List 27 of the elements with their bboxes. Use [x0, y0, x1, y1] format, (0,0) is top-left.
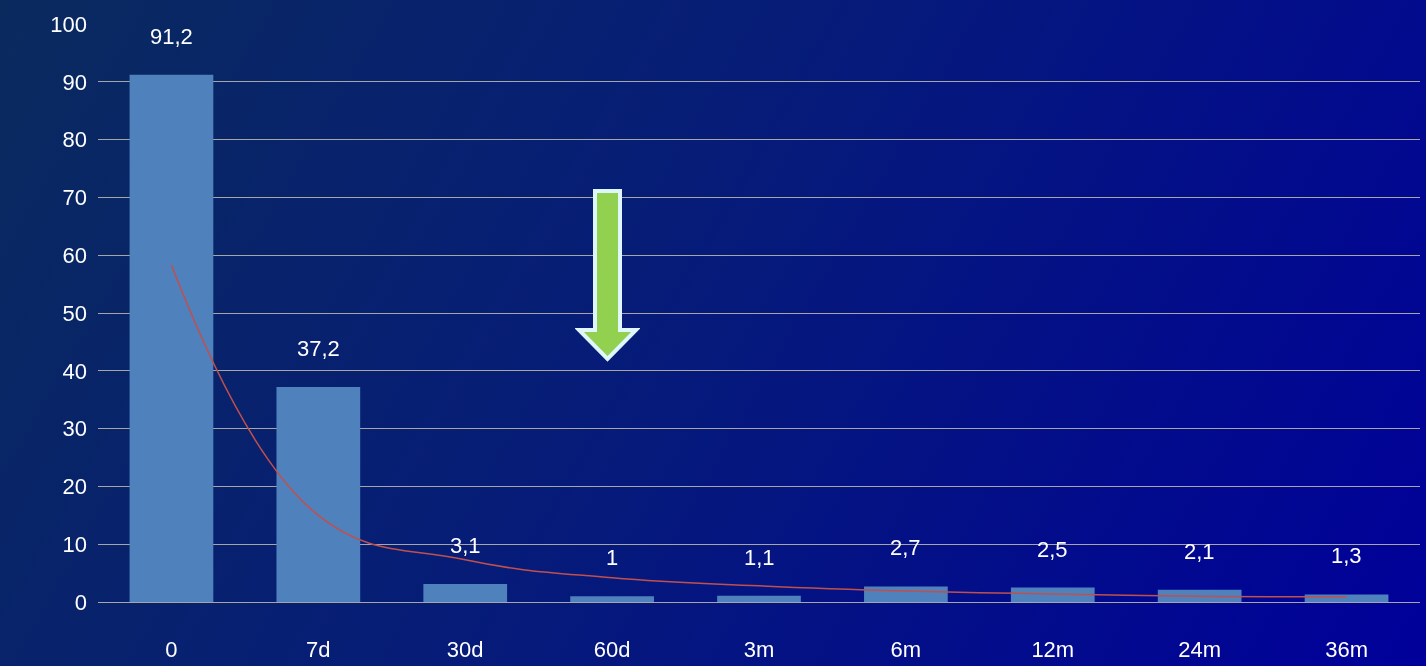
- y-tick-label: 10: [62, 531, 87, 557]
- x-tick-label: 12m: [1031, 637, 1075, 663]
- y-tick-label: 30: [62, 416, 87, 442]
- y-tick-label: 80: [62, 127, 87, 153]
- x-tick-label: 6m: [890, 637, 922, 663]
- data-label: 2,5: [1037, 537, 1068, 562]
- x-tick-label: 36m: [1325, 637, 1368, 663]
- data-label: 1,1: [744, 545, 775, 570]
- x-tick-label: 60d: [593, 637, 631, 663]
- y-tick-label: 20: [62, 474, 87, 500]
- y-tick-label: 40: [62, 358, 87, 384]
- y-tick-label: 50: [62, 300, 87, 326]
- data-label: 91,2: [150, 24, 193, 49]
- y-tick-label: 70: [62, 185, 87, 211]
- data-label: 1,3: [1331, 543, 1362, 568]
- data-label: 37,2: [297, 336, 340, 361]
- y-tick-label: 0: [74, 589, 87, 615]
- data-label: 2,1: [1184, 539, 1215, 564]
- y-tick-label: 90: [62, 69, 87, 95]
- x-tick-label: 24m: [1178, 637, 1222, 663]
- x-tick-label: 30d: [446, 637, 484, 663]
- x-tick-label: 0: [165, 637, 178, 663]
- y-tick-label: 100: [50, 11, 87, 37]
- x-tick-label: 7d: [306, 637, 331, 663]
- y-tick-label: 60: [62, 242, 87, 268]
- data-label: 1: [606, 545, 619, 570]
- x-tick-label: 3m: [743, 637, 775, 663]
